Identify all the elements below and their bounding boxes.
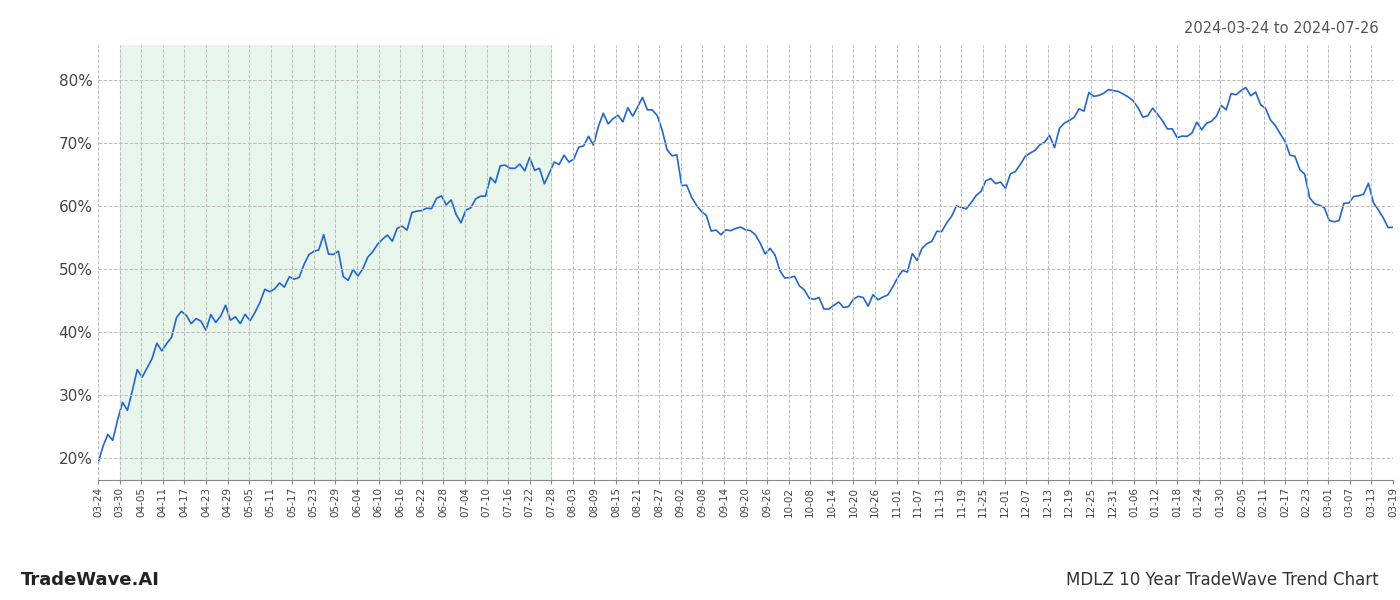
Text: 2024-03-24 to 2024-07-26: 2024-03-24 to 2024-07-26 (1184, 21, 1379, 36)
Bar (119, 45, 552, 480)
Text: MDLZ 10 Year TradeWave Trend Chart: MDLZ 10 Year TradeWave Trend Chart (1067, 571, 1379, 589)
Text: TradeWave.AI: TradeWave.AI (21, 571, 160, 589)
